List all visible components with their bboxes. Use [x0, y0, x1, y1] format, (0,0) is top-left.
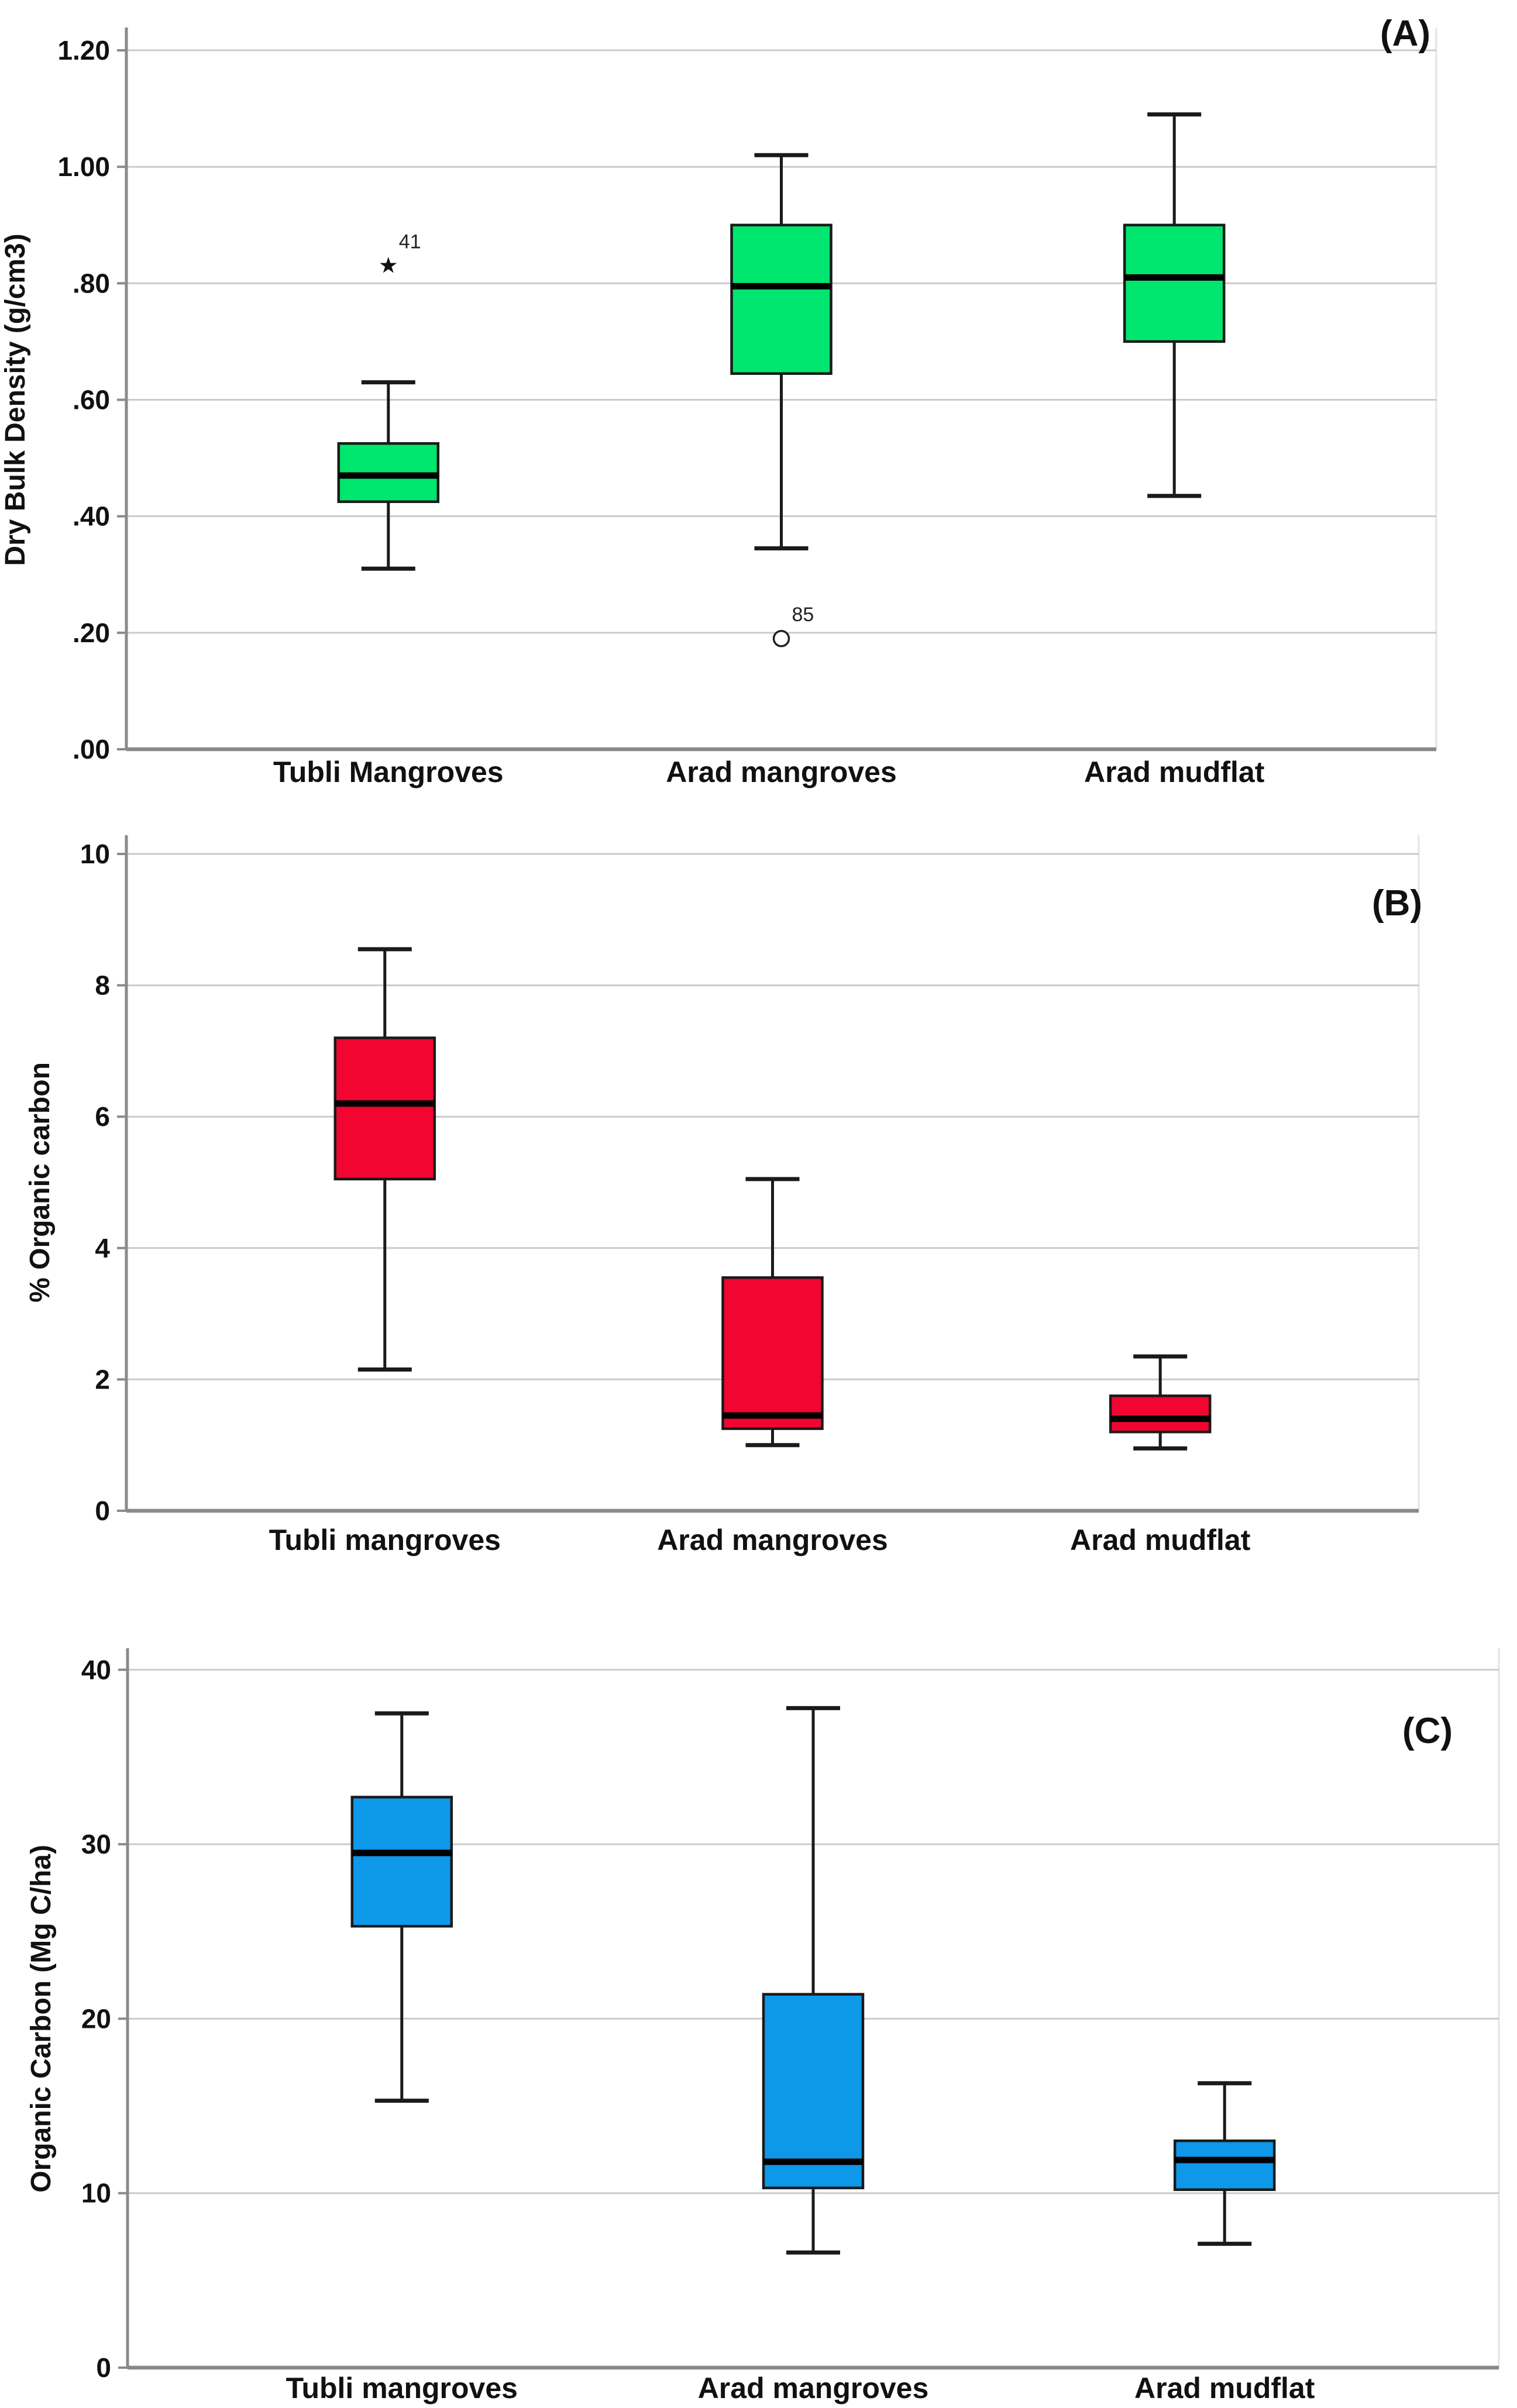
iqr-box — [721, 1276, 824, 1430]
y-tick-label: 0 — [95, 1496, 110, 1526]
y-tick-label: 10 — [80, 839, 110, 869]
panel-letter-label: (B) — [1372, 883, 1422, 924]
iqr-box — [350, 1796, 453, 1928]
y-tick-label: 8 — [95, 970, 110, 1001]
iqr-box — [730, 223, 833, 375]
y-tick-label: .00 — [73, 734, 110, 764]
x-category-label: Arad mudflat — [1084, 756, 1265, 788]
x-category-label: Tubli Mangroves — [273, 756, 504, 788]
y-tick-label: 1.20 — [57, 35, 110, 66]
panel-a: .00 .20 .40 .60 .80 1.00 1.20 Dry Bulk Density … — [0, 13, 1437, 788]
outlier-case-label: 41 — [399, 230, 421, 253]
y-tick-label: 10 — [81, 2178, 111, 2209]
outlier-case-label: 85 — [792, 604, 814, 626]
y-tick-label: .60 — [73, 385, 110, 415]
y-tick-label: 0 — [96, 2352, 111, 2383]
y-tick-label: 2 — [95, 1364, 110, 1394]
y-axis-title: Organic Carbon (Mg C/ha) — [26, 1845, 57, 2193]
y-tick-label: .20 — [73, 618, 110, 648]
x-category-label: Tubli mangroves — [286, 2372, 518, 2404]
outlier-circle-icon — [772, 630, 790, 647]
x-category-label: Arad mangroves — [698, 2372, 929, 2404]
y-tick-label: 1.00 — [57, 151, 110, 182]
panel-letter-label: (A) — [1380, 13, 1430, 54]
x-category-label: Arad mangroves — [666, 756, 897, 788]
x-category-label: Arad mangroves — [657, 1524, 888, 1556]
y-tick-label: 4 — [95, 1233, 110, 1263]
y-tick-label: 20 — [81, 2003, 111, 2034]
y-tick-label: .40 — [73, 501, 110, 532]
iqr-box — [1173, 2139, 1276, 2191]
y-tick-label: .80 — [73, 268, 110, 298]
outlier-star-icon: ★ — [379, 253, 398, 278]
panel-letter-label: (C) — [1402, 1711, 1453, 1751]
iqr-box — [333, 1036, 436, 1181]
y-tick-label: 6 — [95, 1101, 110, 1132]
x-category-label: Arad mudflat — [1134, 2372, 1315, 2404]
panel-c: 0 10 20 30 40 Organic Carbon (Mg C/ha) Tubli m… — [26, 1648, 1500, 2404]
y-tick-label: 40 — [81, 1655, 111, 1685]
iqr-box — [1109, 1394, 1212, 1434]
iqr-box — [762, 1993, 865, 2190]
x-category-label: Arad mudflat — [1070, 1524, 1251, 1556]
panel-b: 0 2 4 6 8 10 % Organic carbon Tubli mangroves Ar… — [25, 835, 1422, 1556]
iqr-box — [1123, 223, 1226, 343]
y-tick-label: 30 — [81, 1829, 111, 1859]
x-category-label: Tubli mangroves — [269, 1524, 501, 1556]
y-axis-title: % Organic carbon — [25, 1062, 56, 1303]
y-axis-title: Dry Bulk Density (g/cm3) — [0, 233, 31, 566]
